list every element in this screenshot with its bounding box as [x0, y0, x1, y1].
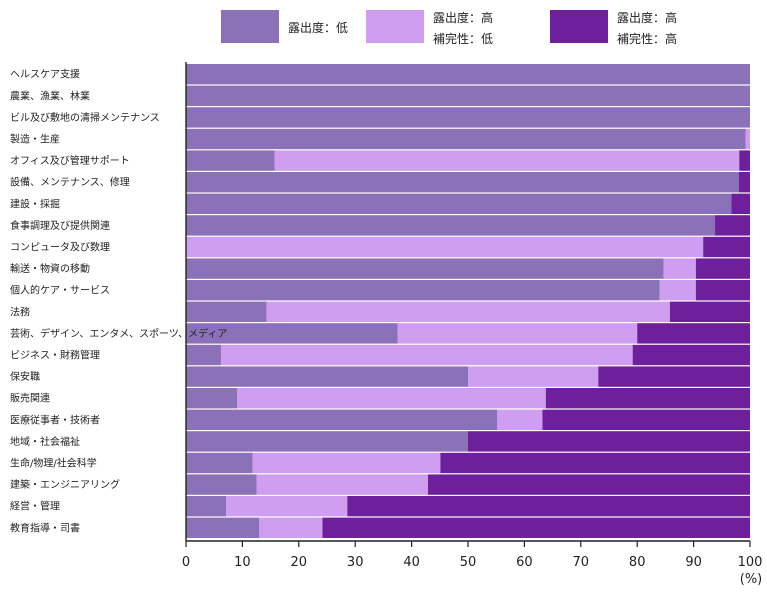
category-label: 医療従事者・技術者 [10, 413, 100, 426]
category-label: 製造・生産 [10, 133, 60, 146]
bar-segment-6-series-3 [738, 172, 750, 193]
x-tick-label: 90 [685, 555, 702, 570]
bar-segment-11-series-3 [695, 280, 750, 301]
category-label: 農業、漁業、林業 [10, 89, 90, 102]
bar-segment-22-series-2 [259, 517, 323, 538]
bar-segment-10-series-2 [663, 258, 696, 279]
x-tick-label: 100 [738, 555, 763, 570]
bar-segment-5-series-3 [739, 150, 750, 171]
category-axis: ヘルスケア支援農業、漁業、林業ビル及び敷地の清掃メンテナンス製造・生産オフィス及… [10, 62, 227, 541]
category-label: 教育指導・司書 [10, 521, 80, 534]
bar-segment-2-series-1 [186, 85, 750, 106]
category-label: ビル及び敷地の清掃メンテナンス [10, 111, 160, 124]
bar-segment-14-series-2 [220, 344, 633, 366]
bar-segment-16-series-2 [237, 388, 546, 409]
bar-segment-21-series-3 [347, 496, 750, 517]
x-tick-label: 70 [573, 555, 590, 570]
x-tick-label: 0 [182, 555, 190, 570]
category-label: 建築・エンジニアリング [10, 478, 120, 491]
category-label: ヘルスケア支援 [10, 68, 80, 81]
legend-label: 露出度：低 [288, 20, 348, 35]
x-tick-label: 20 [291, 555, 308, 570]
bar-segment-15-series-1 [186, 366, 468, 387]
bar-segment-20-series-2 [256, 474, 428, 495]
category-label: 生命/物理/社会科学 [10, 457, 97, 470]
bar-segment-6-series-1 [186, 172, 739, 193]
bar-segment-9-series-2 [186, 236, 704, 258]
bar-segment-20-series-1 [186, 474, 257, 495]
bar-segment-21-series-2 [226, 496, 348, 517]
category-label: コンピュータ及び数理 [10, 241, 110, 254]
bar-segment-17-series-1 [186, 409, 498, 430]
bar-segment-7-series-3 [731, 193, 750, 214]
x-tick-label: 80 [629, 555, 646, 570]
category-label: 地域・社会福祉 [10, 435, 80, 448]
value-axis: 0 10 20 30 40 50 60 70 80 90 100 (%) [182, 540, 763, 587]
bar-segment-8-series-1 [186, 215, 716, 236]
bar-segment-15-series-2 [468, 366, 599, 387]
bar-segment-5-series-1 [186, 150, 275, 171]
bar-segment-12-series-1 [186, 301, 267, 322]
bar-segment-11-series-1 [186, 280, 660, 301]
plot-area [186, 64, 750, 538]
bar-segment-15-series-3 [598, 366, 750, 387]
category-label: 経営・管理 [10, 500, 60, 513]
bar-segment-12-series-3 [669, 301, 750, 322]
category-label: 食事調理及び提供関連 [10, 219, 110, 232]
bar-segment-10-series-1 [186, 258, 664, 279]
bar-segment-3-series-1 [186, 107, 750, 128]
bar-segment-16-series-3 [545, 388, 750, 409]
bar-segment-13-series-2 [397, 323, 638, 344]
category-label: 販売関連 [10, 392, 50, 405]
bar-segment-1-series-1 [186, 64, 750, 85]
category-label: 輸送・物資の移動 [10, 262, 90, 275]
bar-segment-4-series-1 [186, 128, 746, 150]
bar-segment-8-series-3 [715, 215, 750, 236]
bar-segment-18-series-1 [186, 431, 468, 452]
category-label: オフィス及び管理サポート [10, 154, 130, 167]
category-label: 保安職 [10, 370, 40, 383]
category-label: 法務 [10, 305, 30, 318]
bar-segment-4-series-2 [745, 128, 750, 150]
x-tick-label: 50 [460, 555, 477, 570]
bar-segment-11-series-2 [659, 280, 696, 301]
category-label: 個人的ケア・サービス [10, 284, 110, 297]
bar-segment-9-series-3 [703, 236, 750, 258]
legend-label: 露出度：高補完性：低 [433, 10, 493, 46]
bar-segment-13-series-1 [186, 323, 398, 344]
x-tick-label: 30 [347, 555, 364, 570]
bar-segment-7-series-1 [186, 193, 732, 214]
bar-segment-22-series-3 [322, 517, 750, 538]
bar-segment-19-series-1 [186, 452, 253, 474]
legend-swatch [221, 10, 279, 43]
bar-segment-19-series-3 [440, 452, 750, 474]
x-tick-label: 40 [403, 555, 420, 570]
legend-swatch [366, 10, 424, 43]
legend: 露出度：低 露出度：高補完性：低 露出度：高補完性：高 [221, 10, 677, 46]
bar-segment-13-series-3 [637, 323, 750, 344]
bar-segment-16-series-1 [186, 388, 238, 409]
category-label: 建設・採掘 [10, 197, 60, 210]
legend-swatch [550, 10, 608, 43]
bar-segment-19-series-2 [252, 452, 441, 474]
bar-segment-18-series-3 [468, 431, 750, 452]
bar-segment-10-series-3 [695, 258, 750, 279]
category-label: 芸術、デザイン、エンタメ、スポーツ、メディア [10, 327, 227, 340]
category-label: ビジネス・財務管理 [10, 349, 100, 362]
bar-segment-21-series-1 [186, 496, 227, 517]
bar-segment-5-series-2 [274, 150, 740, 171]
bar-segment-20-series-3 [427, 474, 750, 495]
bar-segment-12-series-2 [266, 301, 670, 322]
category-label: 設備、メンテナンス、修理 [10, 176, 130, 189]
bar-segment-14-series-1 [186, 344, 221, 366]
x-tick-label: 10 [234, 555, 251, 570]
bar-segment-17-series-3 [542, 409, 750, 430]
bar-segment-17-series-2 [497, 409, 543, 430]
x-unit-label: (%) [740, 572, 763, 587]
bar-segment-22-series-1 [186, 517, 260, 538]
legend-label: 露出度：高補完性：高 [617, 10, 677, 46]
bar-segment-14-series-3 [632, 344, 750, 366]
x-tick-label: 60 [516, 555, 533, 570]
